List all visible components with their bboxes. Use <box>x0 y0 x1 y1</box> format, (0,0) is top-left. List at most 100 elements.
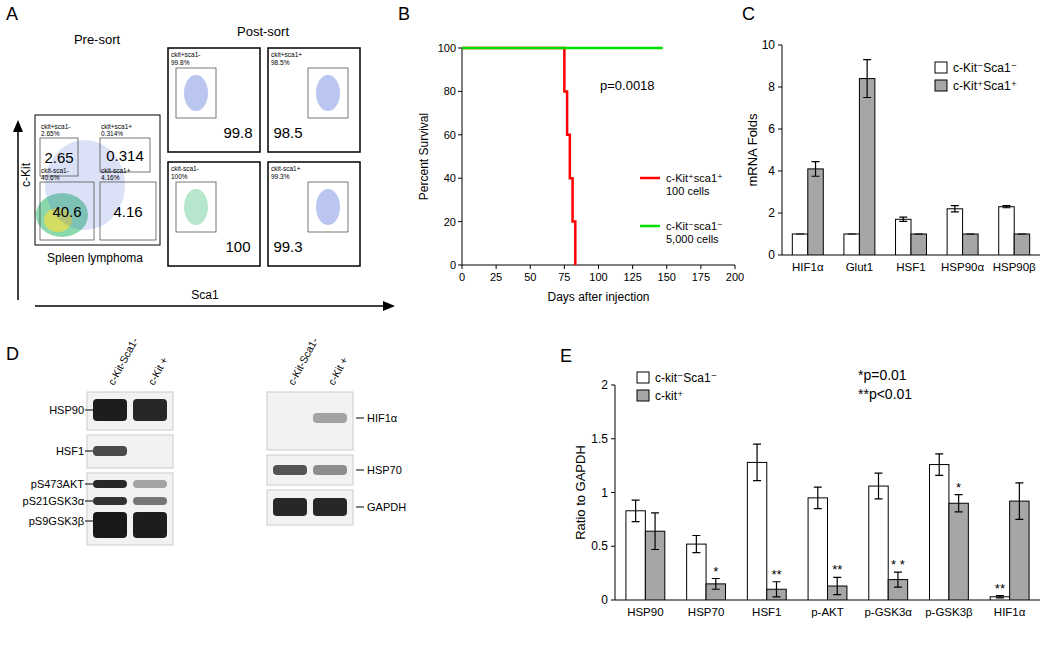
panel-label: B <box>398 4 410 24</box>
lane-label: c-Kit + <box>325 355 350 387</box>
gate-label: ckit+sca1- <box>171 51 200 58</box>
panel-label: D <box>6 344 19 364</box>
cell-density <box>316 189 340 225</box>
subplot-title: Post-sort <box>237 24 289 39</box>
y-tick-label: 10 <box>762 38 776 52</box>
plot-frame <box>268 48 360 152</box>
blot-strip <box>87 435 173 468</box>
x-tick <box>564 265 565 269</box>
bar <box>1014 234 1029 255</box>
x-tick-label: HSP90β <box>993 261 1036 273</box>
x-tick-label: 100 <box>589 271 607 283</box>
band-label: pS473AKT <box>31 478 84 490</box>
legend-label: c-kit⁻Sca1⁻ <box>655 371 717 385</box>
significance-marker: * * <box>891 557 905 572</box>
bar <box>792 234 807 255</box>
x-tick-label: HSP90α <box>941 261 984 273</box>
x-tick <box>496 265 497 269</box>
y-tick-label: 2 <box>768 206 775 220</box>
y-tick <box>611 492 615 493</box>
x-tick-label: Glut1 <box>846 261 874 273</box>
y-tick-label: 100 <box>438 42 456 54</box>
y-tick <box>778 129 782 130</box>
blot-band <box>313 413 347 423</box>
y-axis-label: Ratio to GAPDH <box>573 445 588 540</box>
error-bar <box>753 444 761 481</box>
significance-marker: * <box>956 480 961 495</box>
band-label: HIF1α <box>367 412 398 424</box>
gate-value: 2.65 <box>44 149 73 166</box>
y-tick <box>778 171 782 172</box>
annotation: p=0.0018 <box>600 78 655 93</box>
x-tick-label: 175 <box>692 271 710 283</box>
error-bar <box>996 596 1004 598</box>
y-axis-label: mRNA Folds <box>745 113 760 186</box>
blot-band <box>313 498 347 516</box>
plot-frame <box>35 115 160 245</box>
significance-marker: * <box>713 564 718 579</box>
gate <box>308 182 348 232</box>
bar <box>859 79 874 255</box>
bar <box>949 503 968 600</box>
blot-band <box>93 480 127 488</box>
bar <box>869 486 888 600</box>
gate-label: ckit+sca1+ <box>271 51 302 58</box>
band-label: HSP90 <box>49 404 84 416</box>
error-bar <box>899 217 907 221</box>
panel-label: A <box>6 4 18 24</box>
blot-band <box>93 512 127 538</box>
cell-density <box>184 189 208 225</box>
legend-swatch <box>935 80 947 91</box>
blot-band <box>93 446 127 456</box>
blot-strip <box>267 455 353 485</box>
band-tick <box>85 521 93 522</box>
cell-density <box>184 75 208 111</box>
y-tick <box>611 546 615 547</box>
x-axis-label: Days after injection <box>547 290 649 304</box>
error-bar <box>833 577 841 594</box>
gate-percent: 98.5% <box>271 59 290 66</box>
blot-strip <box>87 473 173 545</box>
error-bar <box>955 495 963 512</box>
y-tick <box>458 178 462 179</box>
y-tick-label: 0 <box>768 248 775 262</box>
figure: ABCDEPre-sortPost-sortc-KitSca1ckit+sca1… <box>0 0 1050 660</box>
gate <box>40 138 78 176</box>
legend-label: c-Kit⁻sca1⁻5,000 cells <box>666 220 723 245</box>
blot-strip <box>87 392 173 430</box>
x-tick <box>666 265 667 269</box>
gate-label: ckit+sca1- <box>41 123 70 130</box>
gate-value: 40.6 <box>52 203 81 220</box>
error-bar <box>712 579 720 590</box>
x-tick-label: 150 <box>658 271 676 283</box>
gate-label: ckit-sca1- <box>41 167 69 174</box>
y-tick <box>458 134 462 135</box>
x-tick-label: HSP70 <box>688 606 724 618</box>
y-tick <box>458 265 462 266</box>
y-tick-label: 1 <box>601 486 608 500</box>
x-tick <box>462 265 463 269</box>
bar <box>808 169 823 255</box>
gate <box>176 68 216 118</box>
sample-label: Spleen lymphoma <box>47 251 143 265</box>
band-tick <box>85 451 93 452</box>
survival-line <box>462 47 663 50</box>
y-tick-label: 40 <box>444 172 456 184</box>
survival-line <box>462 48 575 265</box>
gate-percent: 40.6% <box>41 174 60 181</box>
x-tick-label: 25 <box>490 271 502 283</box>
error-bar <box>894 572 902 587</box>
band-tick <box>356 470 364 471</box>
cell-density <box>316 75 340 111</box>
bar <box>626 511 645 600</box>
error-bar <box>875 473 883 499</box>
gate-label: ckit-sca1- <box>171 165 199 172</box>
plot-frame <box>268 162 360 266</box>
y-tick-label: 20 <box>444 216 456 228</box>
y-tick <box>458 48 462 49</box>
band-label: GAPDH <box>367 501 406 513</box>
blot-band <box>313 465 347 475</box>
error-bar <box>1002 206 1010 208</box>
y-axis-label: Percent Survival <box>417 113 431 200</box>
page: {"panel_labels":["A","B","C","D","E"], "… <box>0 0 1050 660</box>
